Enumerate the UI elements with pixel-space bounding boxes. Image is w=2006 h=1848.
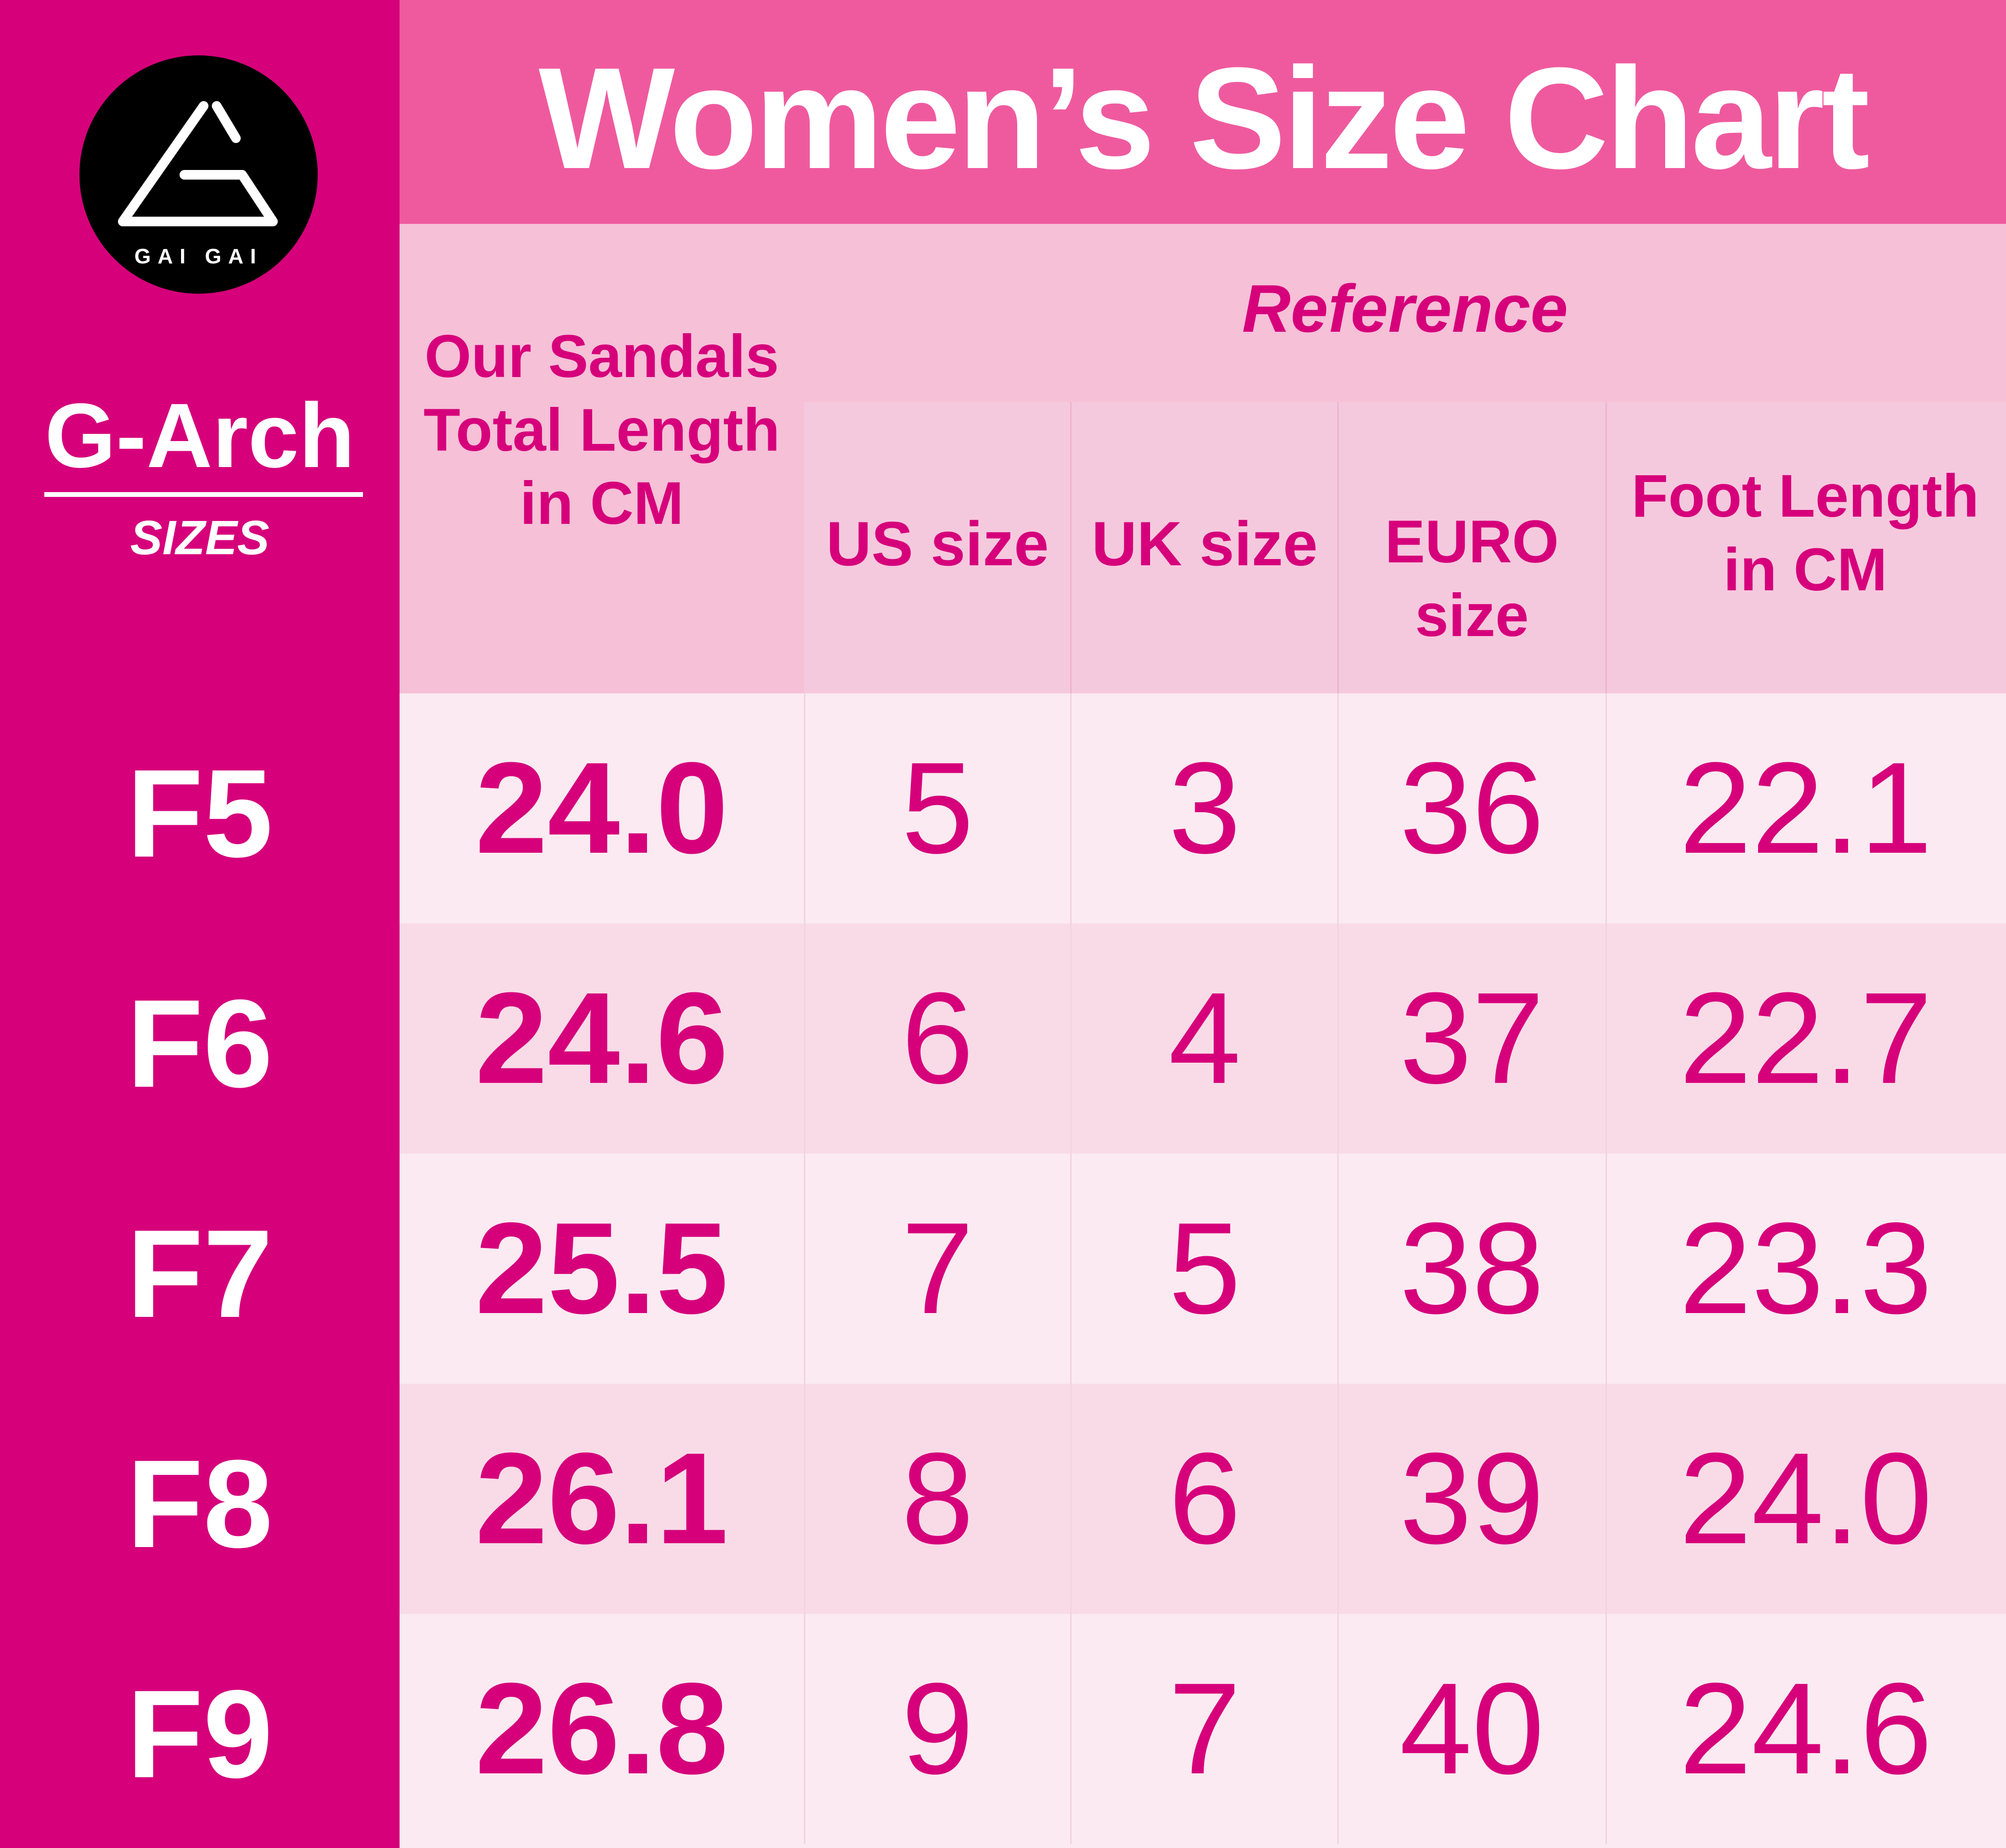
sizes-column: GAI GAI G-Arch SIZES F5 F6 F7 F8 F9 [0, 0, 400, 1848]
size-label: F9 [127, 1665, 273, 1804]
title-band: Women’s Size Chart [400, 0, 2006, 224]
sandal-length-cell: 25.5 [475, 1196, 728, 1341]
size-label: F7 [127, 1204, 273, 1344]
sandal-length-cell: 24.0 [475, 736, 728, 881]
foot-length-cell: 23.3 [1679, 1196, 1932, 1341]
table-row: 24.6 6 4 37 22.7 [400, 924, 2006, 1154]
euro-size-cell: 38 [1399, 1196, 1544, 1341]
cell-divider [1070, 1614, 1072, 1844]
cell-divider [1605, 693, 1607, 924]
euro-size-cell: 39 [1399, 1426, 1544, 1571]
page-title: Women’s Size Chart [538, 37, 1870, 199]
cell-divider [804, 693, 805, 924]
us-size-cell: 6 [901, 966, 974, 1111]
cell-divider [1337, 1154, 1339, 1384]
euro-size-cell: 36 [1399, 736, 1544, 881]
column-divider [1070, 402, 1072, 693]
brand-logo: GAI GAI [79, 55, 318, 294]
header-us-size: US size [826, 508, 1049, 579]
cell-divider [804, 1154, 805, 1384]
cell-divider [1605, 924, 1607, 1154]
uk-size-cell: 3 [1168, 736, 1241, 881]
cell-divider [1070, 924, 1072, 1154]
sandal-length-cell: 26.8 [475, 1656, 728, 1801]
foot-length-cell: 24.0 [1679, 1426, 1932, 1571]
title-underline [44, 492, 363, 497]
cell-divider [1337, 1614, 1339, 1844]
header-reference: Reference [1242, 271, 1568, 346]
header-sandal-length: Our Sandals Total Length in CM [423, 323, 780, 537]
table-row: 26.8 9 7 40 24.6 [400, 1614, 2006, 1848]
us-size-cell: 7 [901, 1196, 974, 1341]
sandal-length-cell: 26.1 [475, 1426, 728, 1571]
cell-divider [1070, 693, 1072, 924]
cell-divider [804, 1384, 805, 1614]
cell-divider [1337, 924, 1339, 1154]
uk-size-cell: 5 [1168, 1196, 1241, 1341]
size-label: F5 [127, 744, 273, 884]
cell-divider [804, 1614, 805, 1844]
logo-text: GAI GAI [134, 245, 263, 268]
triangle-g-logo-icon [118, 101, 278, 226]
table-row: 26.1 8 6 39 24.0 [400, 1384, 2006, 1614]
table-row: 24.0 5 3 36 22.1 [400, 693, 2006, 924]
us-size-cell: 8 [901, 1426, 974, 1571]
table-row: 25.5 7 5 38 23.3 [400, 1154, 2006, 1384]
euro-size-cell: 37 [1399, 966, 1544, 1111]
us-size-cell: 9 [901, 1656, 974, 1801]
cell-divider [1605, 1614, 1607, 1844]
cell-divider [1605, 1384, 1607, 1614]
foot-length-cell: 24.6 [1679, 1656, 1932, 1801]
foot-length-cell: 22.1 [1679, 736, 1932, 881]
cell-divider [1337, 1384, 1339, 1614]
cell-divider [1070, 1154, 1072, 1384]
cell-divider [804, 924, 805, 1154]
uk-size-cell: 4 [1168, 966, 1241, 1111]
size-label: F6 [127, 974, 273, 1114]
uk-size-cell: 7 [1168, 1656, 1241, 1801]
cell-divider [1070, 1384, 1072, 1614]
sizes-title: G-Arch [45, 385, 355, 487]
sizes-subtitle: SIZES [130, 511, 270, 565]
euro-size-cell: 40 [1399, 1656, 1544, 1801]
column-divider [1337, 402, 1339, 693]
uk-size-cell: 6 [1168, 1426, 1241, 1571]
reference-subheader [804, 402, 2006, 693]
header-uk-size: UK size [1091, 508, 1318, 579]
cell-divider [1337, 693, 1339, 924]
header-euro-size: EURO size [1385, 508, 1559, 649]
foot-length-cell: 22.7 [1679, 966, 1932, 1111]
header-foot-length: Foot Length in CM [1631, 463, 1979, 603]
size-label: F8 [127, 1434, 273, 1574]
us-size-cell: 5 [901, 736, 974, 881]
column-divider [1605, 402, 1607, 693]
sandal-length-cell: 24.6 [475, 966, 728, 1111]
cell-divider [1605, 1154, 1607, 1384]
